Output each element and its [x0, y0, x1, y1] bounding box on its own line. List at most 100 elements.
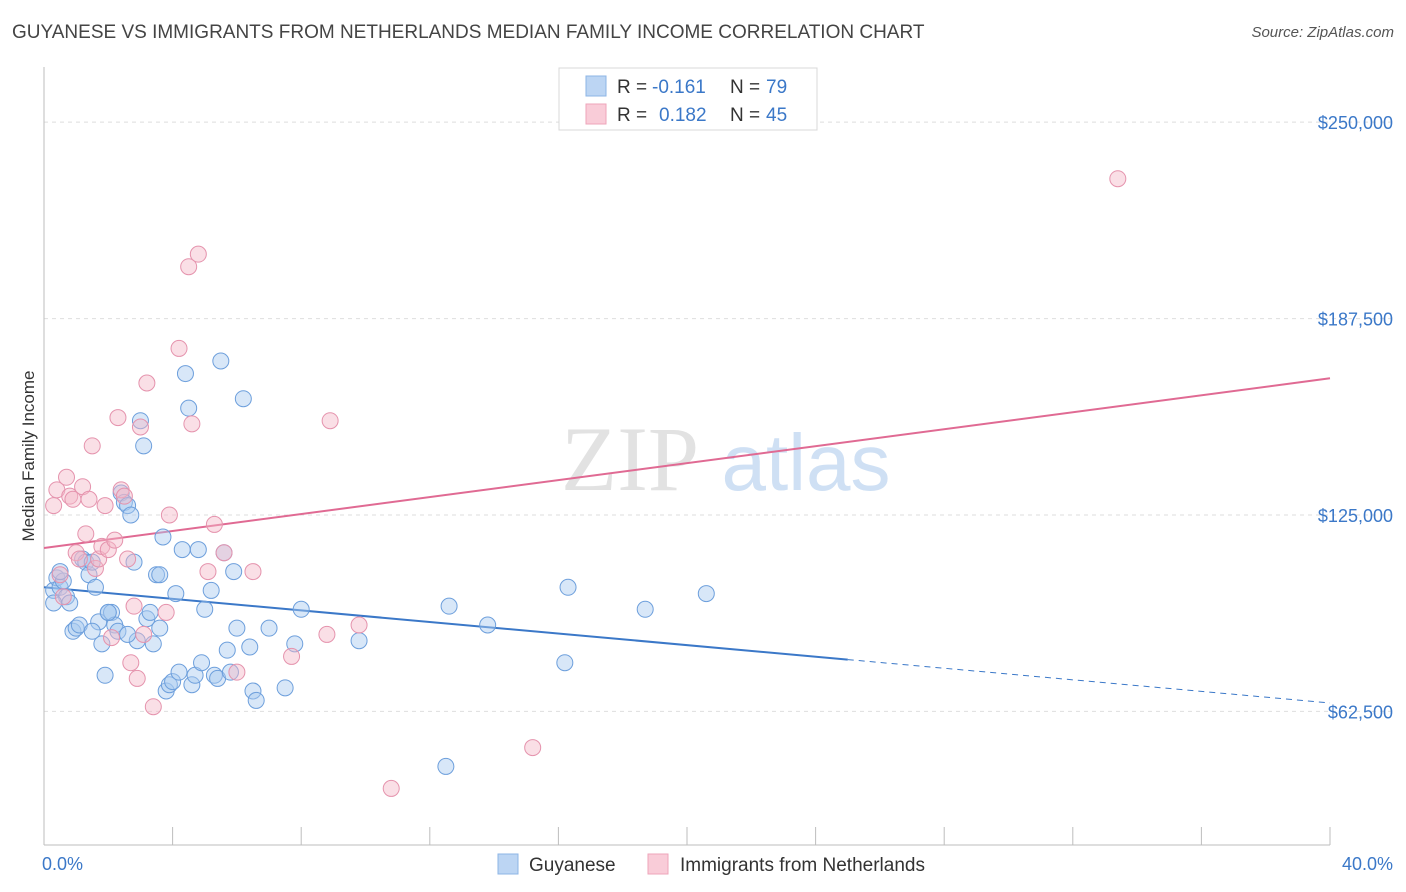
point-guyanese-25	[119, 497, 137, 515]
y-tick-label-1: $125,000	[1318, 506, 1393, 526]
point-guyanese-62	[247, 691, 265, 709]
point-guyanese-50	[202, 581, 220, 599]
point-guyanese-9	[67, 619, 85, 637]
point-guyanese-75	[119, 625, 137, 643]
point-netherlands-11	[80, 490, 98, 508]
point-guyanese-59	[234, 390, 252, 408]
point-guyanese-73	[636, 600, 654, 618]
legend-swatch-blue	[585, 75, 607, 97]
point-netherlands-25	[125, 597, 143, 615]
point-guyanese-71	[556, 654, 574, 672]
point-netherlands-5	[61, 487, 79, 505]
point-netherlands-24	[122, 654, 140, 672]
legend-n-label-2: N =	[730, 105, 760, 126]
point-guyanese-42	[173, 541, 191, 559]
point-guyanese-51	[205, 666, 223, 684]
point-netherlands-13	[86, 559, 104, 577]
point-guyanese-22	[109, 622, 127, 640]
point-guyanese-70	[479, 616, 497, 634]
point-netherlands-17	[99, 541, 117, 559]
point-netherlands-41	[244, 563, 262, 581]
point-guyanese-48	[193, 654, 211, 672]
watermark-zip: ZIP	[561, 408, 699, 510]
point-netherlands-34	[180, 258, 198, 276]
legend-n-label-1: N =	[730, 77, 760, 98]
point-netherlands-4	[58, 468, 76, 486]
x-tick-label-0: 0.0%	[42, 854, 83, 874]
point-netherlands-32	[160, 506, 178, 524]
legend-r-value-2: 0.182	[659, 105, 707, 126]
point-guyanese-39	[164, 673, 182, 691]
point-netherlands-16	[96, 497, 114, 515]
legend-r-label-1: R =	[617, 77, 647, 98]
series-legend: Guyanese Immigrants from Netherlands	[497, 853, 925, 876]
data-points	[45, 170, 1127, 797]
point-netherlands-48	[1109, 170, 1127, 188]
legend-r-label-2: R =	[617, 105, 647, 126]
point-netherlands-0	[45, 497, 63, 515]
y-tick-label-3: $250,000	[1318, 113, 1393, 133]
chart-title: GUYANESE VS IMMIGRANTS FROM NETHERLANDS …	[12, 22, 925, 43]
point-guyanese-67	[350, 632, 368, 650]
gridlines	[44, 121, 1394, 712]
point-netherlands-46	[382, 779, 400, 797]
point-netherlands-10	[77, 525, 95, 543]
y-axis-title: Median Family Income	[19, 370, 38, 541]
y-tick-label-0: $62,500	[1328, 702, 1393, 722]
point-guyanese-44	[180, 399, 198, 417]
legend-n-value-2: 45	[766, 105, 787, 126]
point-guyanese-68	[437, 757, 455, 775]
point-guyanese-18	[96, 666, 114, 684]
point-guyanese-15	[86, 578, 104, 596]
point-guyanese-45	[183, 676, 201, 694]
point-netherlands-30	[144, 698, 162, 716]
point-guyanese-64	[276, 679, 294, 697]
trend-lines	[43, 377, 1331, 704]
x-tick-labels: 0.0% 40.0%	[42, 854, 1393, 874]
legend-r-value-1: -0.161	[652, 77, 706, 98]
point-netherlands-18	[103, 629, 121, 647]
trend-line-guyanese-extension	[847, 659, 1331, 704]
point-netherlands-38	[205, 515, 223, 533]
legend-swatch-pink	[585, 103, 607, 125]
point-guyanese-36	[154, 528, 172, 546]
point-guyanese-47	[189, 541, 207, 559]
y-tick-labels: $62,500 $125,000 $187,500 $250,000	[1318, 113, 1393, 722]
point-netherlands-40	[228, 663, 246, 681]
point-guyanese-40	[167, 585, 185, 603]
watermark-atlas: atlas	[722, 418, 891, 507]
point-guyanese-41	[170, 663, 188, 681]
y-tick-label-2: $187,500	[1318, 310, 1393, 330]
legend-n-value-1: 79	[766, 77, 787, 98]
point-netherlands-43	[318, 625, 336, 643]
point-guyanese-35	[151, 566, 169, 584]
point-guyanese-78	[99, 603, 117, 621]
point-netherlands-26	[128, 669, 146, 687]
trend-line-netherlands	[43, 377, 1331, 549]
point-guyanese-76	[151, 619, 169, 637]
point-netherlands-35	[183, 415, 201, 433]
point-netherlands-37	[199, 563, 217, 581]
point-guyanese-43	[176, 365, 194, 383]
point-guyanese-6	[45, 594, 63, 612]
series-legend-swatch-guyanese	[497, 853, 519, 875]
point-guyanese-55	[218, 641, 236, 659]
point-guyanese-49	[196, 600, 214, 618]
axes	[43, 67, 1331, 846]
series-legend-label-netherlands: Immigrants from Netherlands	[680, 855, 925, 876]
point-guyanese-53	[212, 352, 230, 370]
point-netherlands-29	[138, 374, 156, 392]
point-guyanese-63	[260, 619, 278, 637]
point-guyanese-61	[244, 682, 262, 700]
point-guyanese-60	[241, 638, 259, 656]
point-netherlands-22	[115, 487, 133, 505]
point-netherlands-44	[321, 412, 339, 430]
point-netherlands-33	[170, 339, 188, 357]
point-guyanese-8	[64, 622, 82, 640]
watermark: ZIP atlas	[561, 408, 890, 510]
point-netherlands-2	[51, 566, 69, 584]
series-legend-swatch-netherlands	[647, 853, 669, 875]
point-netherlands-28	[135, 625, 153, 643]
point-netherlands-42	[283, 647, 301, 665]
